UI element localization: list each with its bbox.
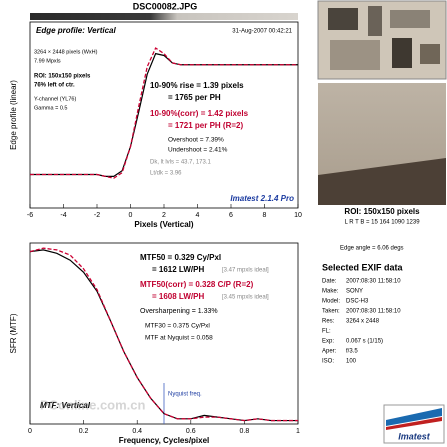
- watermark: PConline.com.cn: [40, 397, 146, 412]
- edge-angle: Edge angle = 6.06 degs: [340, 246, 404, 252]
- annotation: MTF30 = 0.375 Cy/Pxl: [145, 323, 210, 330]
- x-tick-label: 1: [296, 428, 300, 435]
- annotation: Dk, lt lvls = 43.7, 173.1: [150, 160, 212, 166]
- x-axis-label: Pixels (Vertical): [134, 220, 193, 229]
- annotation: Undershoot = 2.41%: [168, 147, 228, 154]
- x-tick-label: 2: [162, 212, 166, 219]
- annotation: Lt/dk = 3.96: [150, 171, 182, 177]
- annotation: [3.45 mpxls ideal]: [222, 295, 269, 301]
- thumbnail: [317, 0, 447, 80]
- exif-value: 2007:08:30 11:58:10: [346, 309, 401, 315]
- roi-image: [318, 83, 446, 205]
- x-tick-label: 0.4: [132, 428, 142, 435]
- plot-area: [29, 21, 299, 209]
- exif-key: ISO:: [322, 359, 334, 365]
- annotation: Overshoot = 7.39%: [168, 137, 224, 144]
- x-axis-label: Frequency, Cycles/pixel: [119, 436, 210, 445]
- annotation: 10-90%(corr) = 1.42 pixels: [150, 109, 249, 118]
- annotation: Oversharpening = 1.33%: [140, 308, 218, 315]
- x-tick-label: 0.6: [186, 428, 196, 435]
- logo-text: Imatest: [398, 431, 431, 441]
- exif-key: Date:: [322, 279, 337, 285]
- x-tick-label: 0: [129, 212, 133, 219]
- exif-list: Date: 2007:08:30 11:58:10 Make: SONY Model: D…: [322, 279, 401, 365]
- annotation: = 1608 LW/PH: [152, 292, 204, 301]
- annotation: Imatest 2.1.4 Pro: [230, 194, 294, 203]
- x-tick-label: 0: [28, 428, 32, 435]
- logo: Imatest: [383, 404, 445, 444]
- x-tick-label: 6: [229, 212, 233, 219]
- annotation: Edge profile: Vertical: [36, 26, 117, 35]
- exif-value: SONY: [346, 289, 363, 295]
- annotation: MTF at Nyquist = 0.058: [145, 335, 213, 342]
- x-tick-label: -6: [27, 212, 33, 219]
- x-tick-label: 0.8: [240, 428, 250, 435]
- page-title: DSC00082.JPG: [133, 1, 198, 11]
- annotation: MTF50(corr) = 0.328 C/P (R=2): [140, 280, 254, 289]
- annotation: 7.99 Mpxls: [34, 58, 61, 64]
- edge-strip: [30, 13, 298, 20]
- exif-value: 0.067 s (1/15): [346, 339, 383, 345]
- annotation: 10-90% rise = 1.39 pixels: [150, 81, 244, 90]
- annotation: MTF50 = 0.329 Cy/Pxl: [140, 253, 221, 262]
- exif-key: FL:: [322, 329, 331, 335]
- annotation: = 1721 per PH (R=2): [168, 121, 243, 130]
- annotation: Nyquist freq.: [168, 392, 202, 398]
- exif-value: 3264 x 2448: [346, 319, 380, 325]
- annotation: = 1765 per PH: [168, 93, 221, 102]
- exif-value: 100: [346, 359, 357, 365]
- series-line: [29, 247, 298, 422]
- exif-value: f/3.5: [346, 349, 358, 355]
- annotation: 31-Aug-2007 00:42:21: [232, 29, 292, 35]
- annotation: 3264 × 2448 pixels (WxH): [34, 49, 98, 55]
- y-axis-label: SFR (MTF): [9, 313, 18, 353]
- annotation: Gamma = 0.5: [34, 105, 67, 111]
- exif-key: Res:: [322, 319, 335, 325]
- x-tick-label: -2: [94, 212, 100, 219]
- annotation: 76% left of ctr.: [34, 83, 75, 89]
- roi-label: ROI: 150x150 pixels: [344, 207, 420, 216]
- y-axis-label: Edge profile (linear): [9, 80, 18, 150]
- annotation: MTF: Vertical: [40, 401, 91, 410]
- exif-value: DSC-H3: [346, 299, 369, 305]
- exif-title: Selected EXIF data: [322, 262, 404, 272]
- exif-key: Model:: [322, 299, 340, 305]
- annotation: ROI: 150x150 pixels: [34, 74, 91, 80]
- exif-key: Make:: [322, 289, 339, 295]
- annotation: [3.47 mpxls ideal]: [222, 268, 269, 274]
- exif-value: 2007:08:30 11:58:10: [346, 279, 401, 285]
- roi-coords: L R T B = 15 164 1090 1239: [344, 220, 420, 226]
- annotation: = 1612 LW/PH: [152, 265, 204, 274]
- exif-key: Exp:: [322, 339, 334, 345]
- x-tick-label: 4: [196, 212, 200, 219]
- exif-key: Taken:: [322, 309, 340, 315]
- annotation: Y-channel (YL76): [34, 96, 76, 102]
- exif-key: Aper:: [322, 349, 337, 355]
- x-tick-label: 8: [263, 212, 267, 219]
- x-tick-label: 10: [294, 212, 302, 219]
- x-tick-label: 0.2: [79, 428, 89, 435]
- series-line: [30, 47, 298, 179]
- x-tick-label: -4: [60, 212, 66, 219]
